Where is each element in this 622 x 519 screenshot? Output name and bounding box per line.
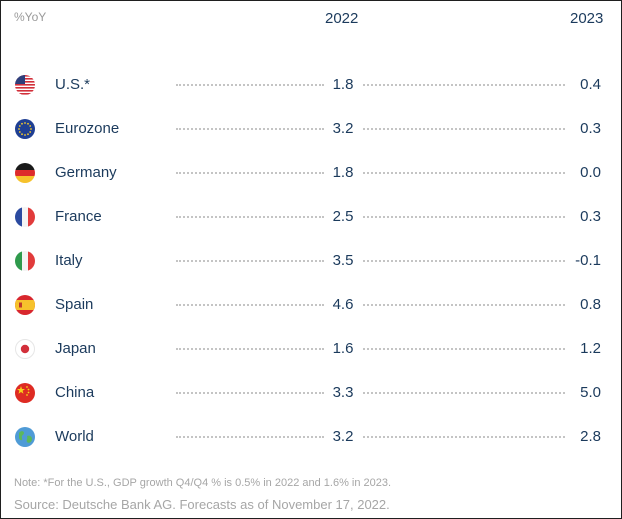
- value-2023: 0.3: [580, 208, 601, 225]
- france-flag-icon: [15, 207, 35, 227]
- dot-leader: [363, 216, 565, 218]
- table-row: Japan 1.6 1.2: [1, 337, 622, 361]
- dot-leader: [176, 304, 324, 306]
- dot-leader: [176, 84, 324, 86]
- country-label: Japan: [55, 340, 96, 357]
- dot-leader: [363, 436, 565, 438]
- value-2023: 5.0: [580, 384, 601, 401]
- value-2022: 3.5: [332, 252, 354, 269]
- value-2022: 1.8: [332, 164, 354, 181]
- country-label: Eurozone: [55, 120, 120, 137]
- eu-flag-icon: [15, 119, 35, 139]
- dot-leader: [176, 172, 324, 174]
- value-2023: 0.8: [580, 296, 601, 313]
- column-header-2022: 2022: [325, 10, 359, 27]
- country-label: World: [55, 428, 94, 445]
- value-2022: 4.6: [332, 296, 354, 313]
- country-label: Germany: [55, 164, 117, 181]
- dot-leader: [176, 128, 324, 130]
- dot-leader: [363, 304, 565, 306]
- italy-flag-icon: [15, 251, 35, 271]
- globe-icon: [15, 427, 35, 447]
- value-2023: 0.3: [580, 120, 601, 137]
- unit-label: %YoY: [14, 10, 47, 24]
- value-2022: 3.2: [332, 120, 354, 137]
- dot-leader: [176, 348, 324, 350]
- country-label: China: [55, 384, 95, 401]
- us-flag-icon: [15, 75, 35, 95]
- footnote: Note: *For the U.S., GDP growth Q4/Q4 % …: [14, 477, 392, 489]
- value-2023: 0.4: [580, 76, 601, 93]
- value-2023: 1.2: [580, 340, 601, 357]
- table-row: Eurozone 3.2 0.3: [1, 117, 622, 141]
- country-label: U.S.*: [55, 76, 91, 93]
- value-2022: 1.8: [332, 76, 354, 93]
- value-2022: 3.3: [332, 384, 354, 401]
- dot-leader: [363, 128, 565, 130]
- dot-leader: [363, 392, 565, 394]
- table-row: World 3.2 2.8: [1, 425, 622, 449]
- country-label: Italy: [55, 252, 83, 269]
- dot-leader: [176, 216, 324, 218]
- value-2023: -0.1: [575, 252, 601, 269]
- dot-leader: [363, 260, 565, 262]
- dot-leader: [363, 84, 565, 86]
- value-2023: 0.0: [580, 164, 601, 181]
- dot-leader: [176, 260, 324, 262]
- dot-leader: [363, 348, 565, 350]
- value-2022: 2.5: [332, 208, 354, 225]
- japan-flag-icon: [15, 339, 35, 359]
- value-2023: 2.8: [580, 428, 601, 445]
- spain-flag-icon: [15, 295, 35, 315]
- value-2022: 3.2: [332, 428, 354, 445]
- table-row: Germany 1.8 0.0: [1, 161, 622, 185]
- column-header-2023: 2023: [570, 10, 604, 27]
- china-flag-icon: [15, 383, 35, 403]
- country-label: Spain: [55, 296, 94, 313]
- value-2022: 1.6: [332, 340, 354, 357]
- table-row: Italy 3.5 -0.1: [1, 249, 622, 273]
- table-row: Spain 4.6 0.8: [1, 293, 622, 317]
- dot-leader: [176, 392, 324, 394]
- table-row: China 3.3 5.0: [1, 381, 622, 405]
- table-row: France 2.5 0.3: [1, 205, 622, 229]
- table-row: U.S.* 1.8 0.4: [1, 73, 622, 97]
- country-label: France: [55, 208, 102, 225]
- dot-leader: [176, 436, 324, 438]
- germany-flag-icon: [15, 163, 35, 183]
- dot-leader: [363, 172, 565, 174]
- source-note: Source: Deutsche Bank AG. Forecasts as o…: [14, 497, 390, 512]
